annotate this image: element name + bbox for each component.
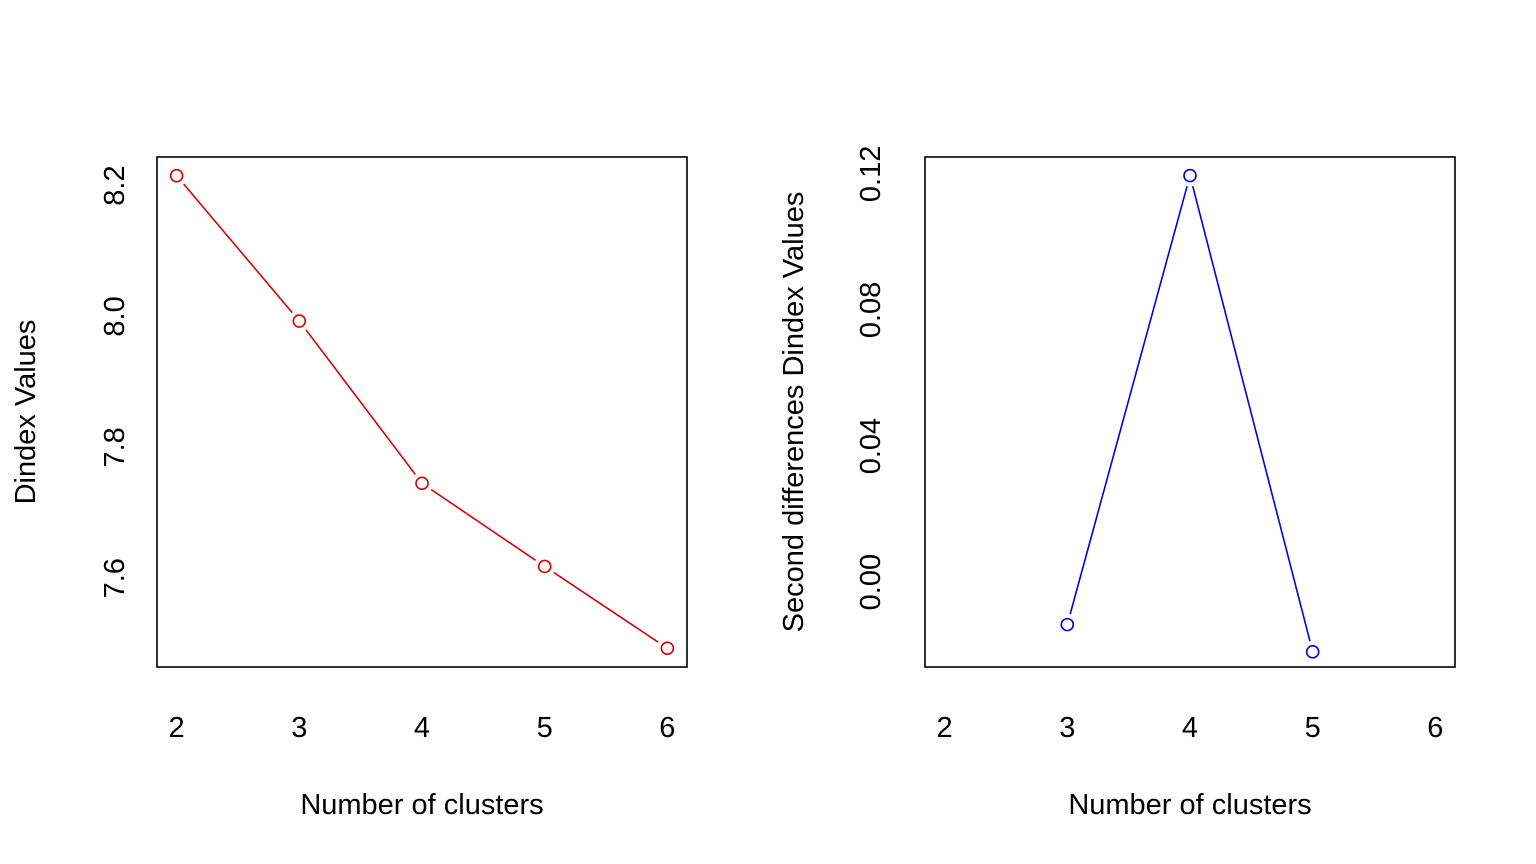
x-tick-label: 5 bbox=[537, 712, 553, 744]
series-line-segment bbox=[183, 183, 293, 314]
series-line-segment bbox=[553, 571, 659, 643]
plot-frame bbox=[156, 156, 688, 668]
y-tick-label: 0.04 bbox=[855, 418, 887, 474]
y-tick-label: 7.6 bbox=[99, 558, 131, 598]
data-point bbox=[1060, 617, 1075, 632]
x-tick-label: 2 bbox=[937, 712, 953, 744]
y-tick-label: 8.0 bbox=[99, 296, 131, 336]
x-tick-label: 2 bbox=[169, 712, 185, 744]
series-line-segment bbox=[305, 329, 417, 476]
y-tick-label: 0.00 bbox=[855, 554, 887, 610]
y-tick-label: 0.08 bbox=[855, 282, 887, 338]
x-axis-title: Number of clusters bbox=[1068, 789, 1311, 821]
series-line-segment bbox=[1069, 185, 1188, 615]
plot-frame bbox=[924, 156, 1456, 668]
data-point bbox=[415, 476, 429, 491]
x-tick-label: 3 bbox=[1059, 712, 1075, 744]
y-tick-label: 7.8 bbox=[99, 427, 131, 467]
second-differences-panel: 2 3 4 5 6 0.00 0.04 0.08 0.12 Number of clusters S… bbox=[778, 146, 1456, 821]
x-tick-label: 4 bbox=[414, 712, 430, 744]
x-tick-label: 6 bbox=[659, 712, 675, 744]
data-point bbox=[169, 168, 184, 183]
series-line-segment bbox=[1191, 186, 1311, 642]
x-tick-label: 4 bbox=[1182, 712, 1198, 744]
data-point bbox=[1305, 645, 1320, 659]
data-point bbox=[660, 641, 675, 656]
data-point bbox=[1183, 168, 1197, 183]
dindex-panel: 2 3 4 5 6 7.6 7.8 8.0 8.2 Number of clusters Dinde… bbox=[10, 156, 688, 821]
y-axis-title: Second differences Dindex Values bbox=[778, 192, 810, 633]
x-axis-title: Number of clusters bbox=[300, 789, 543, 821]
x-tick-label: 3 bbox=[291, 712, 307, 744]
data-point bbox=[537, 559, 552, 574]
y-axis-title: Dindex Values bbox=[10, 320, 42, 505]
data-point bbox=[292, 314, 307, 328]
series-line-segment bbox=[430, 488, 537, 561]
y-tick-label: 8.2 bbox=[99, 165, 131, 205]
x-tick-label: 6 bbox=[1427, 712, 1443, 744]
x-tick-label: 5 bbox=[1305, 712, 1321, 744]
y-tick-label: 0.12 bbox=[855, 146, 887, 202]
